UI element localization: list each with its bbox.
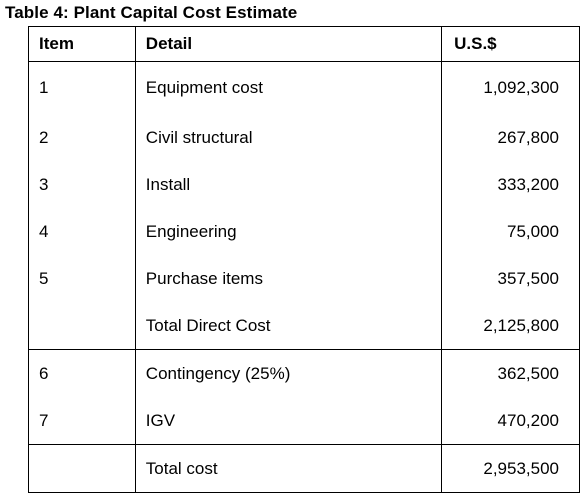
cell-item	[28, 302, 136, 350]
cell-usd: 1,092,300	[441, 61, 580, 114]
cell-item: 6	[28, 349, 136, 397]
cell-detail: Civil structural	[134, 114, 443, 161]
cell-item: 2	[28, 114, 136, 161]
cell-usd: 470,200	[441, 397, 580, 445]
cell-item: 1	[28, 61, 136, 114]
cell-item: 3	[28, 161, 136, 208]
cell-detail: Total cost	[134, 444, 443, 493]
table-row: 6 Contingency (25%) 362,500	[28, 349, 580, 397]
cell-detail: Equipment cost	[134, 61, 443, 114]
column-header-item: Item	[28, 26, 136, 62]
cell-item: 7	[28, 397, 136, 445]
cell-detail: IGV	[134, 397, 443, 445]
table-row: 2 Civil structural 267,800	[28, 114, 580, 161]
table-row: 1 Equipment cost 1,092,300	[28, 61, 580, 114]
cell-usd: 333,200	[441, 161, 580, 208]
table-row: 3 Install 333,200	[28, 161, 580, 208]
cell-usd: 2,953,500	[441, 444, 580, 493]
cell-detail: Install	[134, 161, 443, 208]
cell-usd: 75,000	[441, 208, 580, 255]
table-header-row: Item Detail U.S.$	[28, 26, 580, 62]
cell-detail: Total Direct Cost	[134, 302, 443, 350]
column-header-detail: Detail	[134, 26, 443, 62]
cell-detail: Engineering	[134, 208, 443, 255]
cell-detail: Contingency (25%)	[134, 349, 443, 397]
capital-cost-table: Item Detail U.S.$ 1 Equipment cost 1,092…	[28, 26, 580, 493]
cell-usd: 357,500	[441, 255, 580, 302]
subtotal-row: Total Direct Cost 2,125,800	[28, 302, 580, 350]
cell-usd: 2,125,800	[441, 302, 580, 350]
total-row: Total cost 2,953,500	[28, 444, 580, 493]
table-caption: Table 4: Plant Capital Cost Estimate	[5, 3, 298, 22]
table-row: 5 Purchase items 357,500	[28, 255, 580, 302]
cell-usd: 267,800	[441, 114, 580, 161]
cell-item: 5	[28, 255, 136, 302]
cell-item	[28, 444, 136, 493]
cell-usd: 362,500	[441, 349, 580, 397]
cell-item: 4	[28, 208, 136, 255]
column-header-usd: U.S.$	[441, 26, 580, 62]
table-row: 7 IGV 470,200	[28, 397, 580, 445]
table-row: 4 Engineering 75,000	[28, 208, 580, 255]
cell-detail: Purchase items	[134, 255, 443, 302]
